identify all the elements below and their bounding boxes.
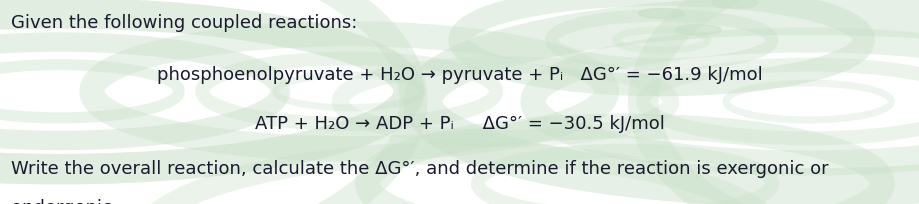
Text: phosphoenolpyruvate + H₂O → pyruvate + Pᵢ   ΔG°′ = −61.9 kJ/mol: phosphoenolpyruvate + H₂O → pyruvate + P… [156,65,763,83]
Circle shape [675,26,721,36]
Circle shape [639,9,685,19]
Text: Given the following coupled reactions:: Given the following coupled reactions: [11,14,357,32]
Text: Write the overall reaction, calculate the ΔG°′, and determine if the reaction is: Write the overall reaction, calculate th… [11,159,829,177]
Text: ATP + H₂O → ADP + Pᵢ     ΔG°′ = −30.5 kJ/mol: ATP + H₂O → ADP + Pᵢ ΔG°′ = −30.5 kJ/mol [255,114,664,132]
Text: endergonic.: endergonic. [11,198,118,204]
Circle shape [712,0,758,9]
